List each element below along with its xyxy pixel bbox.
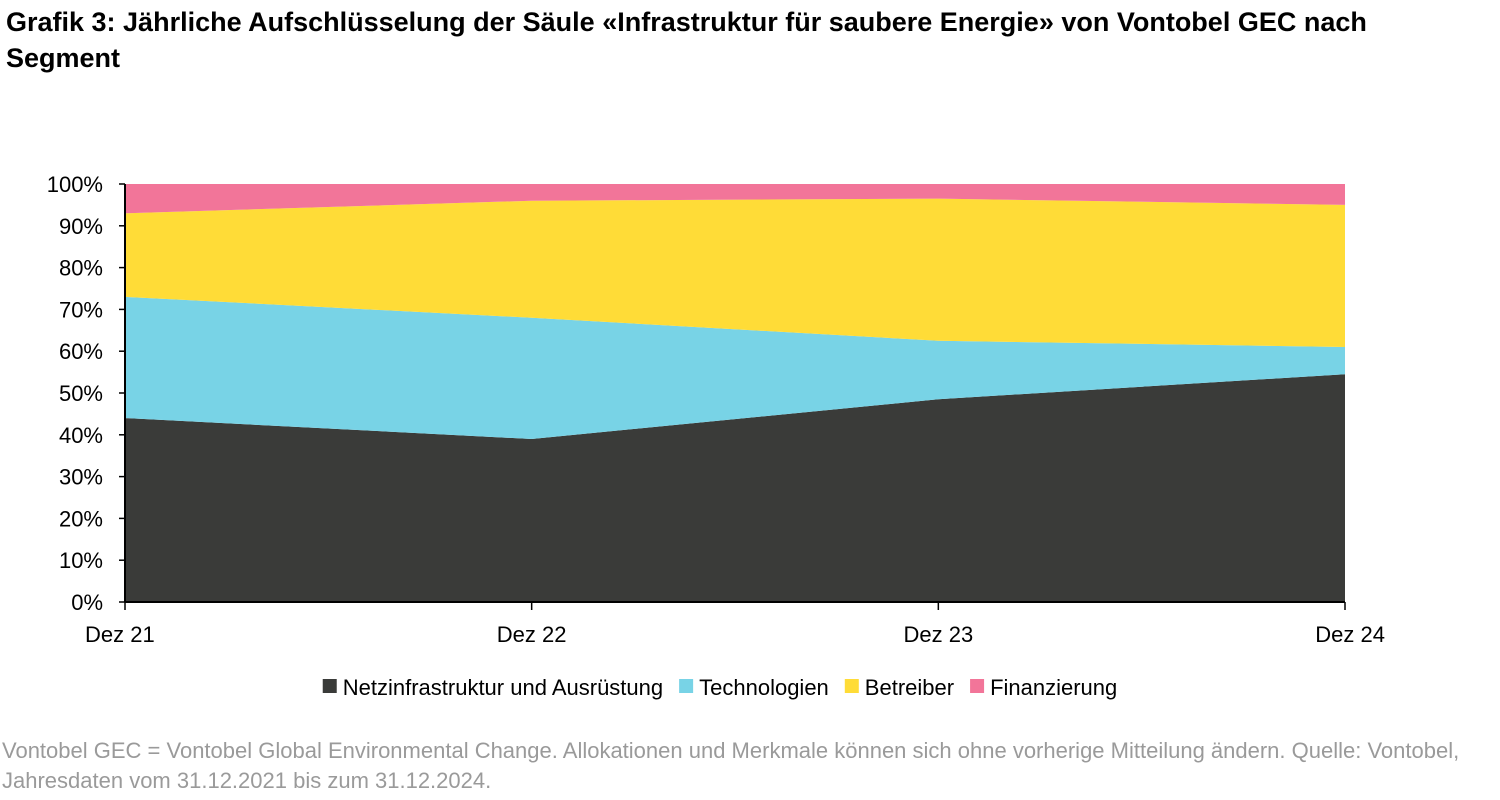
area-series-2 xyxy=(125,296,1345,439)
legend-swatch xyxy=(679,679,694,693)
stacked-area-chart: 0% 10% 20% 30% 40% 50% 60% 70% 80% 90% 100% Dez 21 D… xyxy=(47,172,1385,700)
area-series-1 xyxy=(125,374,1345,602)
legend: Netzinfrastruktur und Ausrüstung Technolo… xyxy=(322,675,1117,700)
y-tick-label: 0% xyxy=(71,590,103,615)
y-tick-label: 50% xyxy=(59,381,103,406)
legend-item-3: Betreiber xyxy=(844,675,954,700)
legend-label: Netzinfrastruktur und Ausrüstung xyxy=(343,675,663,700)
x-tick-label: Dez 22 xyxy=(497,622,567,647)
area-series-group xyxy=(125,184,1345,602)
area-series-4 xyxy=(125,184,1345,214)
y-tick-label: 100% xyxy=(47,172,103,197)
legend-swatch xyxy=(844,679,859,693)
legend-label: Finanzierung xyxy=(990,675,1117,700)
y-tick-label: 90% xyxy=(59,214,103,239)
chart-title: Grafik 3: Jährliche Aufschlüsselung der … xyxy=(6,7,1367,73)
y-tick-label: 30% xyxy=(59,465,103,490)
legend-item-4: Finanzierung xyxy=(970,675,1117,700)
area-series-3 xyxy=(125,198,1345,348)
x-tick-label: Dez 24 xyxy=(1315,622,1385,647)
legend-label: Technologien xyxy=(699,675,829,700)
y-tick-label: 20% xyxy=(59,506,103,531)
legend-label: Betreiber xyxy=(865,675,954,700)
source-footnote: Vontobel GEC = Vontobel Global Environme… xyxy=(2,738,1460,793)
legend-item-2: Technologien xyxy=(679,675,829,700)
legend-swatch xyxy=(322,679,337,693)
y-tick-label: 80% xyxy=(59,256,103,281)
y-tick-label: 70% xyxy=(59,297,103,322)
y-tick-label: 10% xyxy=(59,548,103,573)
axes-group: 0% 10% 20% 30% 40% 50% 60% 70% 80% 90% 100% Dez 21 D… xyxy=(47,172,1385,647)
y-tick-label: 60% xyxy=(59,339,103,364)
y-tick-label: 40% xyxy=(59,423,103,448)
x-tick-label: Dez 23 xyxy=(903,622,973,647)
legend-item-1: Netzinfrastruktur und Ausrüstung xyxy=(322,675,663,700)
legend-swatch xyxy=(970,679,985,693)
x-tick-label: Dez 21 xyxy=(85,622,155,647)
